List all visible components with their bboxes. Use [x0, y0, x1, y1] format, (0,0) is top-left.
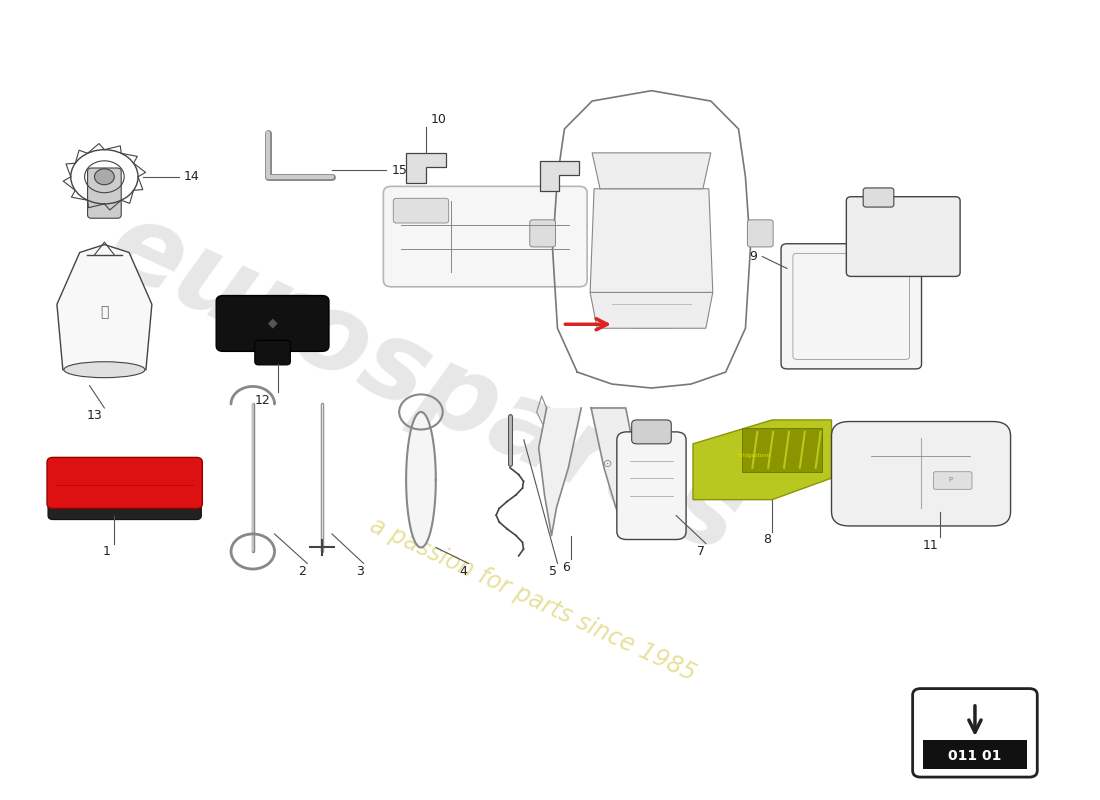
Text: P: P [948, 477, 953, 482]
Text: Bridgestone: Bridgestone [737, 454, 770, 458]
FancyBboxPatch shape [384, 186, 587, 286]
Text: 11: 11 [923, 538, 938, 551]
FancyBboxPatch shape [47, 458, 202, 509]
Text: 8: 8 [763, 533, 771, 546]
FancyBboxPatch shape [617, 432, 686, 539]
Text: ⊙: ⊙ [603, 458, 613, 469]
FancyBboxPatch shape [832, 422, 1011, 526]
Polygon shape [406, 153, 446, 183]
Text: ◆: ◆ [267, 316, 277, 329]
FancyBboxPatch shape [255, 340, 290, 365]
FancyBboxPatch shape [48, 496, 201, 519]
Text: 4: 4 [460, 565, 467, 578]
FancyBboxPatch shape [846, 197, 960, 277]
Text: 13: 13 [87, 410, 102, 422]
Text: 15: 15 [392, 164, 407, 177]
Polygon shape [590, 292, 713, 328]
FancyBboxPatch shape [530, 220, 556, 247]
Polygon shape [693, 420, 832, 500]
FancyBboxPatch shape [934, 472, 972, 490]
FancyBboxPatch shape [747, 220, 773, 247]
Polygon shape [742, 428, 822, 472]
Text: 2: 2 [298, 565, 306, 578]
FancyBboxPatch shape [913, 689, 1037, 777]
Polygon shape [590, 189, 713, 292]
Circle shape [95, 169, 114, 185]
FancyBboxPatch shape [781, 244, 922, 369]
Text: 10: 10 [431, 113, 447, 126]
Text: 6: 6 [562, 561, 570, 574]
Polygon shape [57, 245, 152, 370]
Polygon shape [591, 408, 634, 535]
Text: 14: 14 [184, 170, 199, 183]
Polygon shape [539, 408, 581, 535]
Text: a passion for parts since 1985: a passion for parts since 1985 [366, 513, 700, 686]
FancyBboxPatch shape [923, 740, 1027, 769]
Text: 7: 7 [697, 545, 705, 558]
FancyBboxPatch shape [864, 188, 894, 207]
FancyBboxPatch shape [217, 295, 329, 351]
Text: 5: 5 [549, 565, 557, 578]
Text: 011 01: 011 01 [948, 750, 1002, 763]
Text: eurospares: eurospares [91, 191, 757, 577]
FancyBboxPatch shape [88, 168, 121, 218]
Ellipse shape [64, 362, 145, 378]
FancyBboxPatch shape [394, 198, 449, 223]
Text: 9: 9 [749, 250, 757, 263]
Polygon shape [406, 412, 436, 547]
Text: 1: 1 [102, 545, 110, 558]
Text: 12: 12 [255, 394, 271, 406]
Text: ⬧: ⬧ [100, 306, 109, 319]
Text: 3: 3 [355, 565, 364, 578]
Polygon shape [540, 161, 580, 191]
FancyBboxPatch shape [631, 420, 671, 444]
Polygon shape [592, 153, 711, 189]
